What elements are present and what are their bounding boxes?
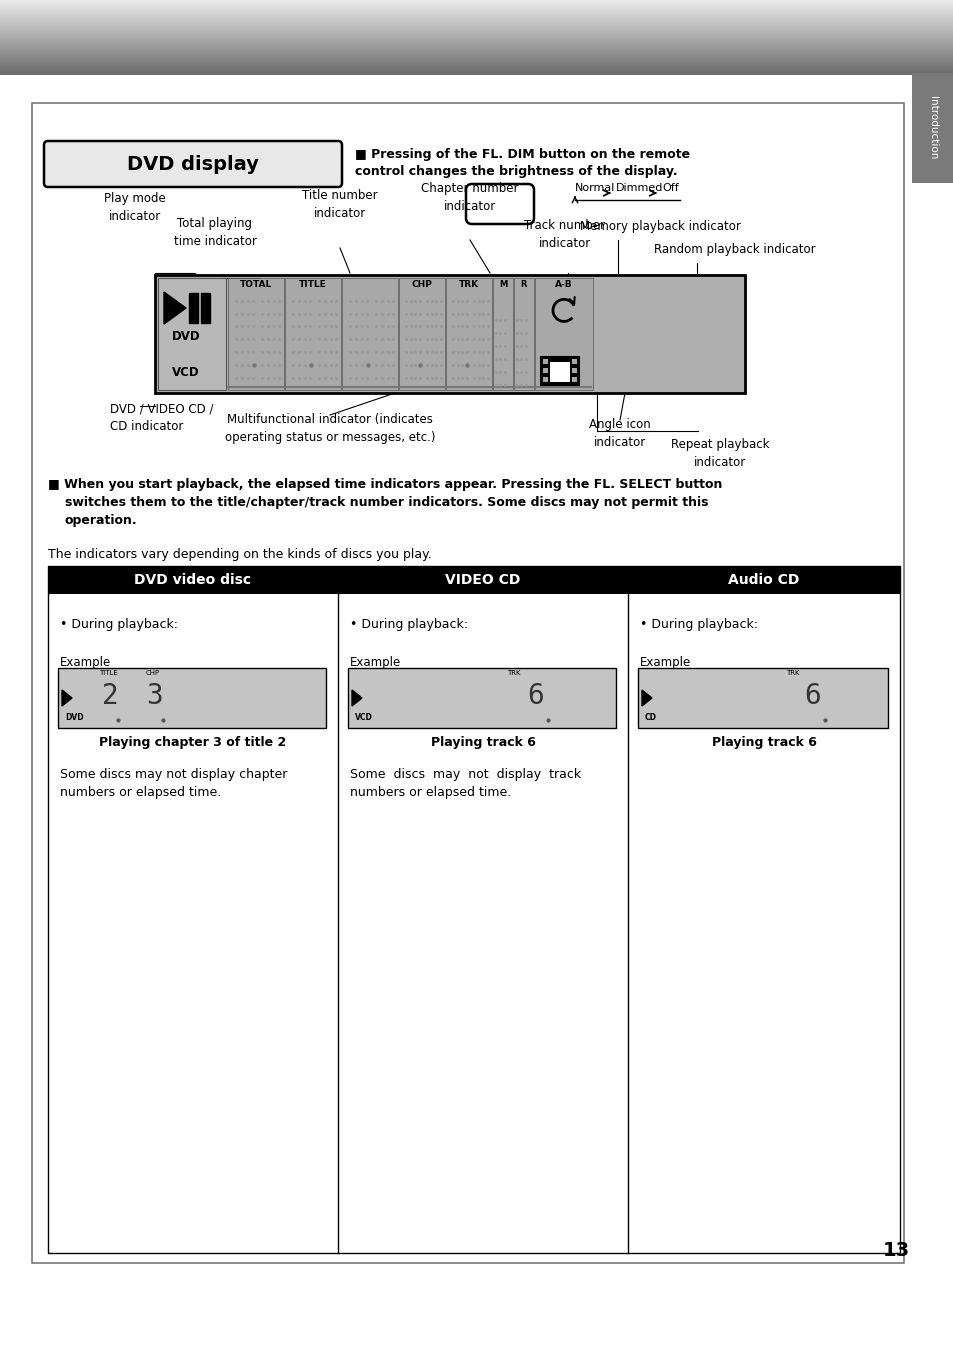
Text: VIDEO CD: VIDEO CD [445,573,520,586]
Bar [572,359,577,364]
Text: 6: 6 [803,682,821,710]
Text: 2: 2 [102,682,118,710]
Text: Example: Example [350,656,401,669]
Text: TRK: TRK [785,670,799,675]
Text: Playing chapter 3 of title 2: Playing chapter 3 of title 2 [99,736,286,749]
Text: switches them to the title/chapter/track number indicators. Some discs may not p: switches them to the title/chapter/track… [65,496,708,510]
Text: Angle icon
indicator: Angle icon indicator [589,418,650,449]
Text: VCD: VCD [172,367,199,379]
Bar [572,368,577,373]
Bar [493,278,513,390]
Text: TRK: TRK [507,670,520,675]
Bar [542,368,547,373]
FancyBboxPatch shape [465,183,534,224]
Text: Chapter number
indicator: Chapter number indicator [421,182,518,213]
Text: Example: Example [60,656,112,669]
Text: Example: Example [639,656,691,669]
Bar [201,293,210,324]
Bar [58,669,326,728]
Bar [446,278,492,390]
Text: A-B: A-B [555,280,572,288]
Text: control changes the brightness of the display.: control changes the brightness of the di… [355,164,677,178]
Text: DVD: DVD [65,713,84,723]
Polygon shape [641,690,651,706]
Text: 3: 3 [147,682,163,710]
Bar [348,669,616,728]
Text: CHP: CHP [411,280,432,288]
Text: Some  discs  may  not  display  track
numbers or elapsed time.: Some discs may not display track numbers… [350,768,580,799]
Text: DVD: DVD [172,330,200,342]
Bar [154,275,744,394]
Bar [189,293,198,324]
Bar [48,566,337,594]
Bar [285,278,340,390]
Text: CHP: CHP [146,670,160,675]
Text: VCD: VCD [355,713,373,723]
Text: Multifunctional indicator (indicates
operating status or messages, etc.): Multifunctional indicator (indicates ope… [225,412,435,443]
Text: CD: CD [644,713,657,723]
Text: • During playback:: • During playback: [60,617,178,631]
Text: Play mode
indicator: Play mode indicator [104,191,166,222]
Bar [341,278,397,390]
Polygon shape [62,690,71,706]
Bar [572,377,577,381]
Text: 13: 13 [882,1242,909,1260]
Text: Audio CD: Audio CD [727,573,799,586]
Text: operation.: operation. [65,514,137,527]
Bar [550,363,569,381]
Text: R: R [520,280,527,288]
Text: 6: 6 [527,682,543,710]
Text: Dimmed: Dimmed [616,183,662,193]
Text: M: M [498,280,507,288]
Text: TRK: TRK [458,280,478,288]
Polygon shape [164,293,186,324]
Bar [542,359,547,364]
Text: Introduction: Introduction [927,96,937,159]
Text: DVD display: DVD display [127,155,258,174]
Text: TITLE: TITLE [299,280,327,288]
Text: FL.DIM: FL.DIM [479,183,519,195]
Bar [542,377,547,381]
FancyBboxPatch shape [44,142,341,187]
Text: TITLE: TITLE [98,670,117,675]
Text: DVD / VIDEO CD /
CD indicator: DVD / VIDEO CD / CD indicator [110,402,213,433]
Text: • During playback:: • During playback: [350,617,468,631]
Bar [627,566,899,594]
Text: Playing track 6: Playing track 6 [711,736,816,749]
Text: TOTAL: TOTAL [239,280,272,288]
Bar [514,278,534,390]
Bar [911,73,953,183]
Bar [32,102,903,1263]
Text: DVD video disc: DVD video disc [134,573,252,586]
Text: • During playback:: • During playback: [639,617,758,631]
Polygon shape [352,690,361,706]
Bar [638,669,887,728]
Text: Playing track 6: Playing track 6 [430,736,535,749]
Bar [337,566,627,594]
Bar [535,278,593,390]
Text: Total playing
time indicator: Total playing time indicator [173,217,256,248]
Bar [48,566,899,1254]
Bar [158,278,226,390]
Text: Random playback indicator: Random playback indicator [654,243,815,256]
Text: Some discs may not display chapter
numbers or elapsed time.: Some discs may not display chapter numbe… [60,768,287,799]
Text: The indicators vary depending on the kinds of discs you play.: The indicators vary depending on the kin… [48,549,432,561]
Text: Title number
indicator: Title number indicator [302,189,377,220]
Bar [398,278,444,390]
Text: Off: Off [661,183,678,193]
Bar [228,278,284,390]
Text: Repeat playback
indicator: Repeat playback indicator [670,438,768,469]
Text: ■ Pressing of the FL. DIM button on the remote: ■ Pressing of the FL. DIM button on the … [355,148,689,160]
Text: ■ When you start playback, the elapsed time indicators appear. Pressing the FL. : ■ When you start playback, the elapsed t… [48,479,721,491]
Bar [540,357,578,386]
Text: Memory playback indicator: Memory playback indicator [579,220,740,233]
Text: Normal: Normal [575,183,615,193]
Text: Track number
indicator: Track number indicator [524,218,605,249]
